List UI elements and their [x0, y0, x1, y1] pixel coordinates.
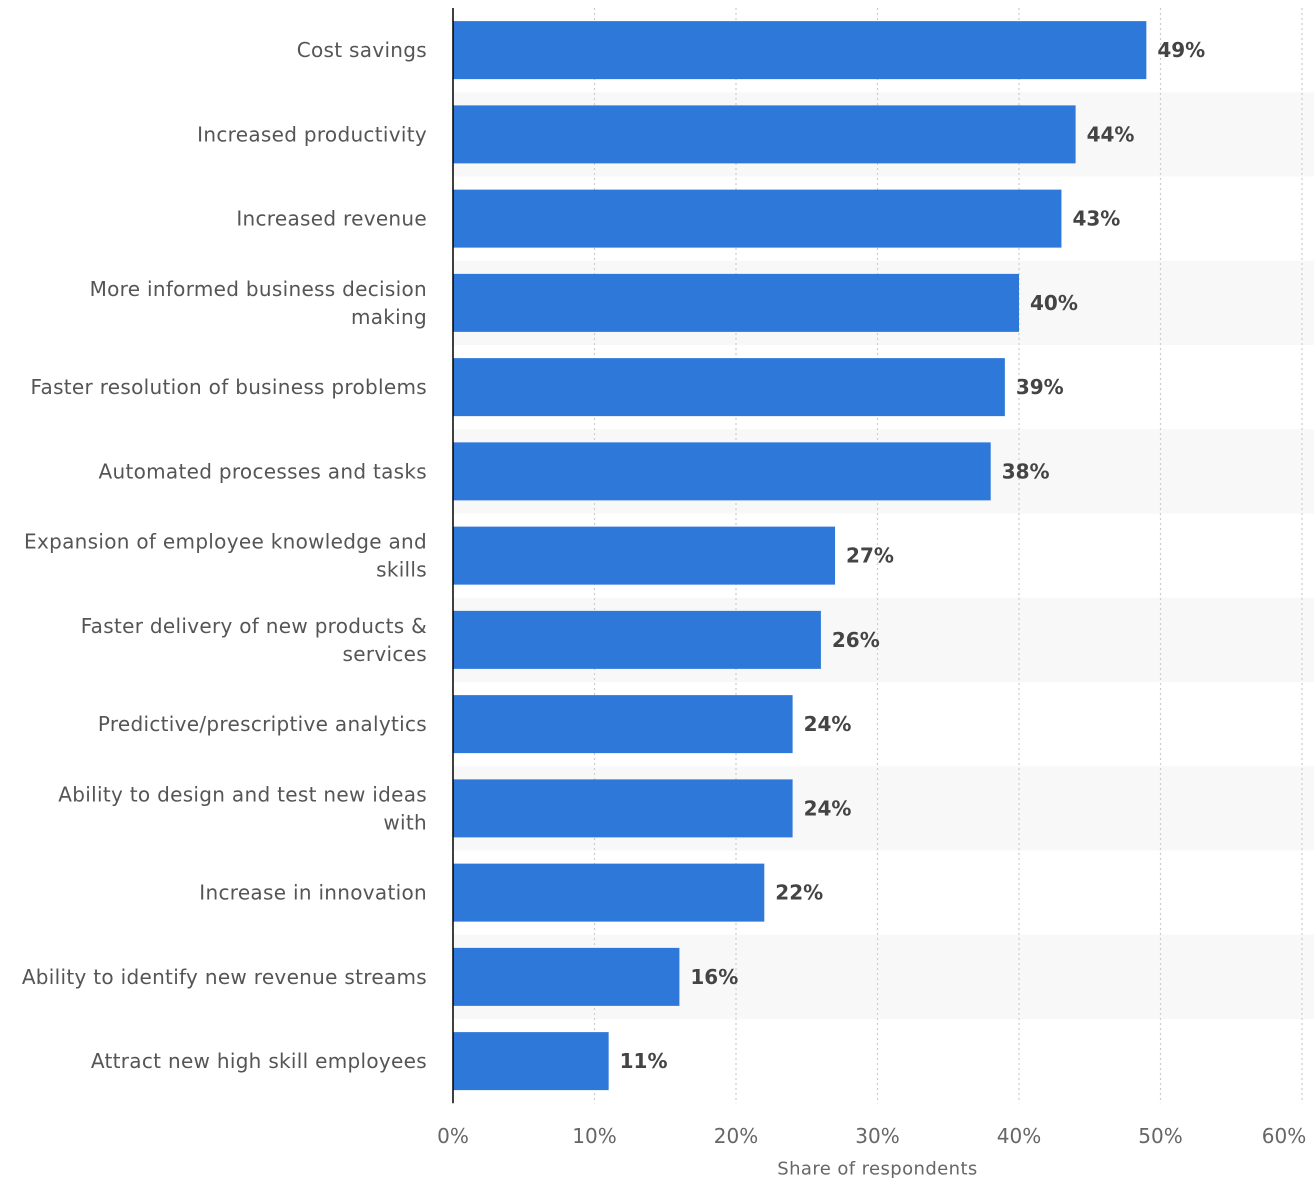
- category-label: Increased productivity: [197, 122, 427, 146]
- x-tick-label: 10%: [572, 1124, 616, 1148]
- bar: [453, 610, 821, 669]
- value-label: 43%: [1072, 207, 1120, 231]
- bar: [453, 189, 1062, 248]
- x-tick-label: 50%: [1138, 1124, 1182, 1148]
- bar: [453, 1032, 609, 1091]
- x-axis-title: Share of respondents: [777, 1159, 977, 1180]
- value-label: 44%: [1087, 122, 1135, 146]
- value-label: 22%: [775, 881, 823, 905]
- category-label: Faster resolution of business problems: [31, 375, 427, 399]
- bar: [453, 779, 793, 838]
- category-label: Increase in innovation: [199, 881, 427, 905]
- category-label: Expansion of employee knowledge and skill…: [24, 530, 427, 582]
- value-label: 24%: [804, 712, 852, 736]
- bar: [453, 526, 836, 585]
- bar: [453, 863, 765, 922]
- value-labels: 49% 44% 43% 40% 39% 38% 27% 26% 24% 24% 22% 16% 11%: [620, 38, 1206, 1073]
- category-label: Ability to design and test new ideas with: [58, 782, 427, 834]
- category-label: Increased revenue: [236, 207, 427, 231]
- x-tick-label: 20%: [714, 1124, 758, 1148]
- category-labels: Cost savings Increased productivity Increa…: [22, 38, 427, 1073]
- category-label: More informed business decision making: [90, 277, 427, 329]
- x-axis-tick-labels: 0% 10% 20% 30% 40% 50% 60%: [437, 1124, 1306, 1148]
- value-label: 26%: [832, 628, 880, 652]
- x-tick-label: 60%: [1262, 1124, 1306, 1148]
- category-label: Attract new high skill employees: [91, 1049, 427, 1073]
- x-tick-label: 0%: [437, 1124, 469, 1148]
- category-label: Faster delivery of new products & service…: [81, 614, 427, 666]
- bar: [453, 947, 680, 1006]
- x-tick-label: 40%: [997, 1124, 1041, 1148]
- value-label: 11%: [620, 1049, 668, 1073]
- category-label: Cost savings: [297, 38, 427, 62]
- value-label: 40%: [1030, 291, 1078, 315]
- bars: [453, 21, 1147, 1091]
- value-label: 24%: [804, 796, 852, 820]
- bar: [453, 105, 1076, 164]
- category-label: Predictive/prescriptive analytics: [98, 712, 427, 736]
- value-label: 16%: [690, 965, 738, 989]
- bar: [453, 358, 1005, 417]
- value-label: 38%: [1002, 459, 1050, 483]
- x-tick-label: 30%: [855, 1124, 899, 1148]
- bar: [453, 273, 1019, 332]
- value-label: 49%: [1157, 38, 1205, 62]
- bar: [453, 695, 793, 754]
- value-label: 39%: [1016, 375, 1064, 399]
- bar: [453, 21, 1147, 80]
- category-label: Ability to identify new revenue streams: [22, 965, 427, 989]
- category-label: Automated processes and tasks: [98, 459, 427, 483]
- value-label: 27%: [846, 544, 894, 568]
- bar: [453, 442, 991, 501]
